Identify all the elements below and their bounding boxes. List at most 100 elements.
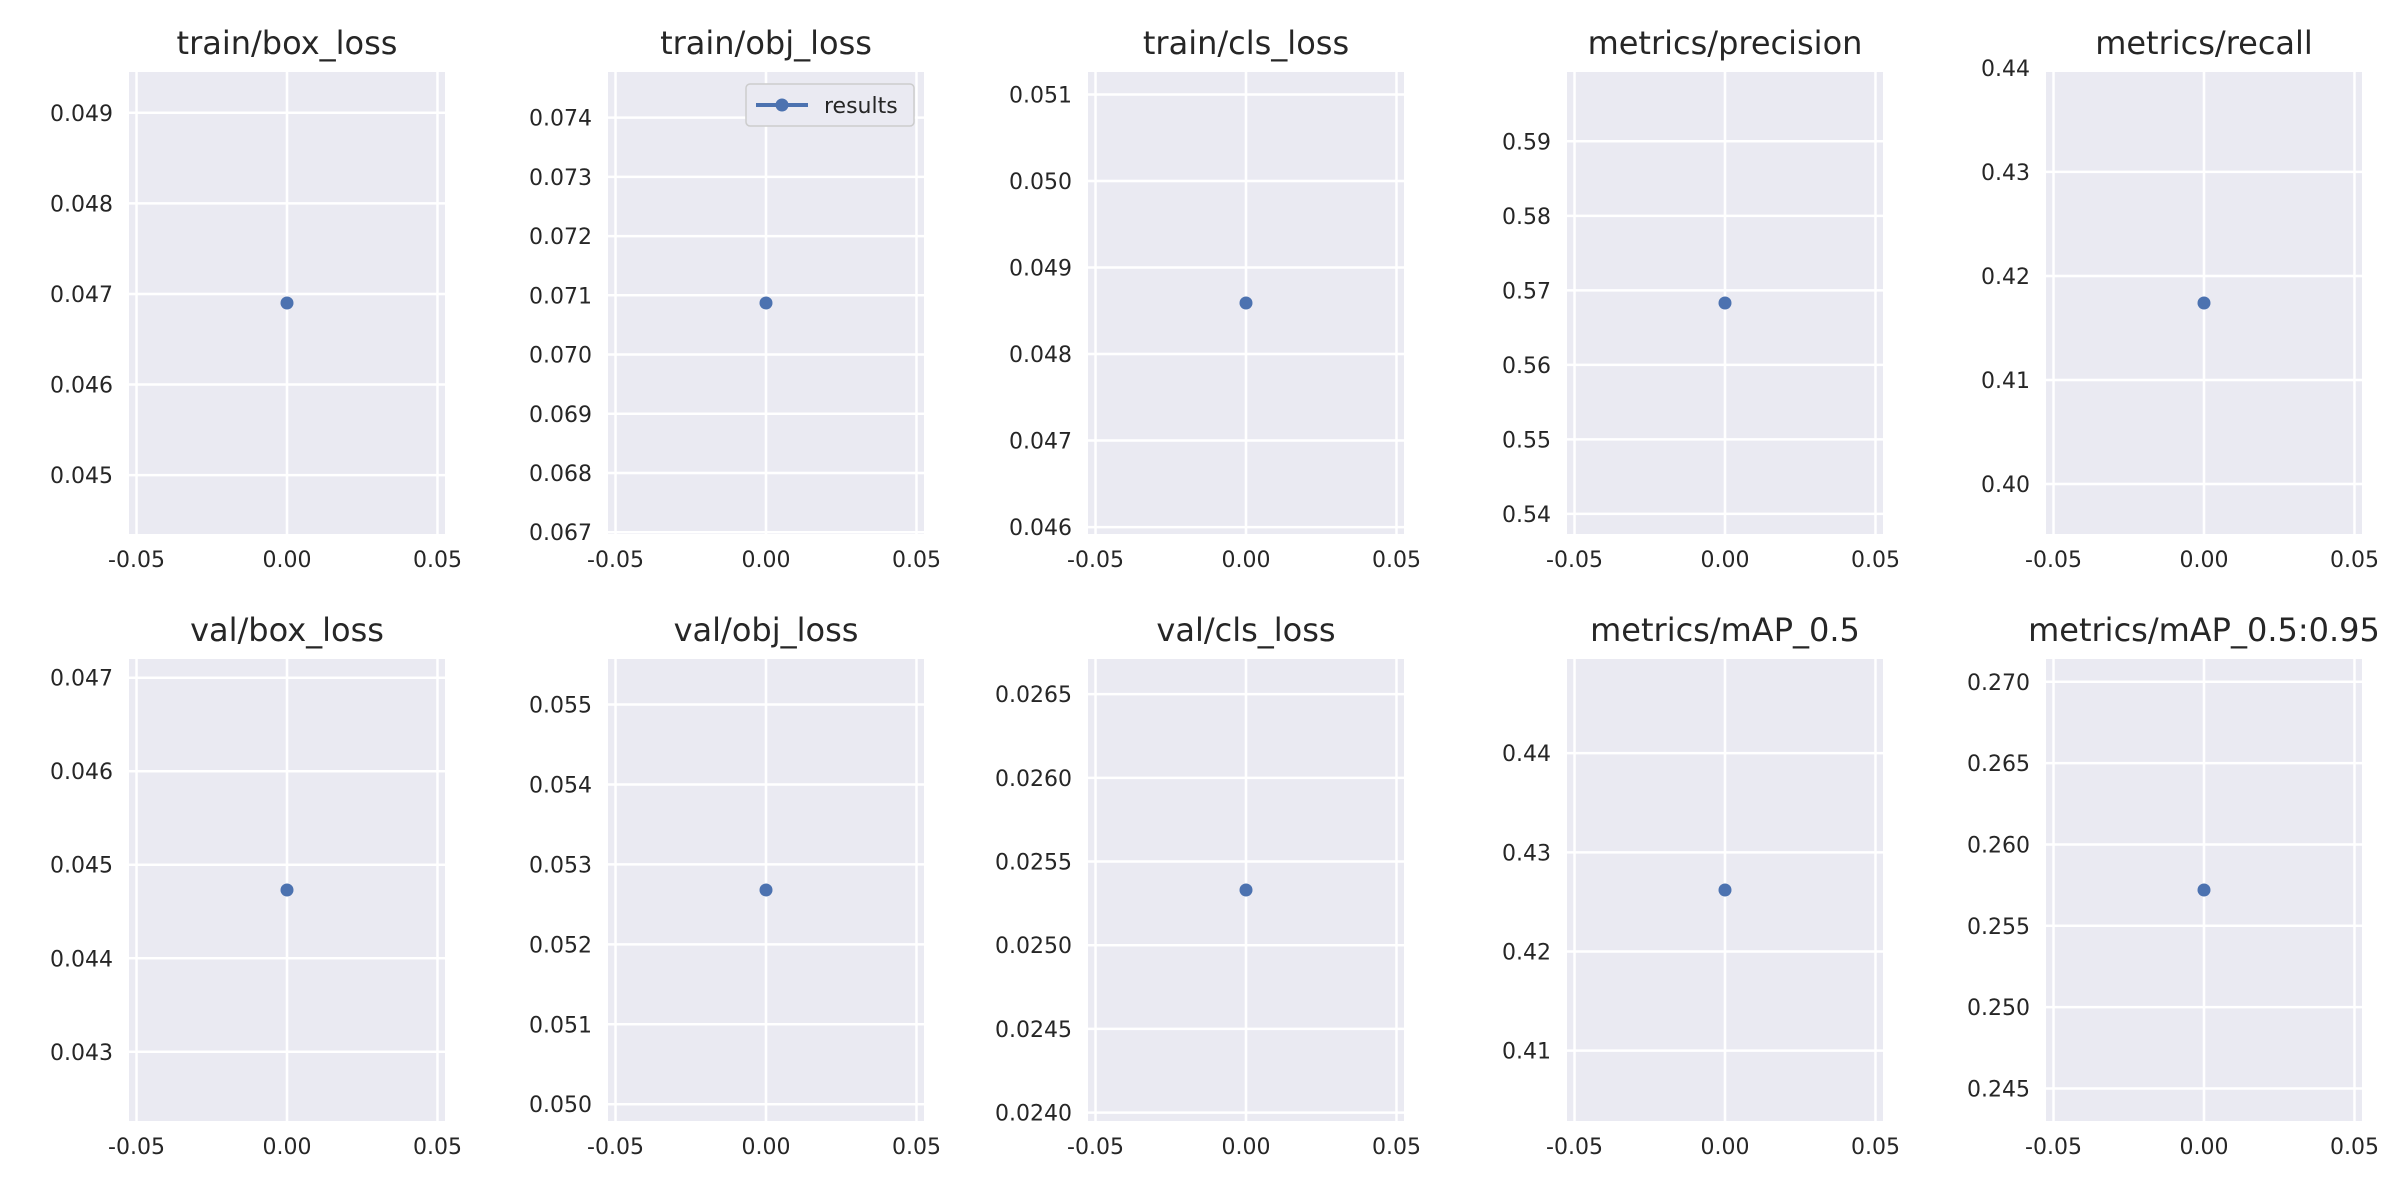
data-point bbox=[759, 883, 773, 897]
y-tick-label: 0.070 bbox=[529, 344, 592, 369]
y-tick-label: 0.56 bbox=[1502, 354, 1551, 379]
x-tick-label: 0.00 bbox=[742, 548, 791, 573]
y-tick-label: 0.54 bbox=[1502, 503, 1551, 528]
x-tick-label: 0.05 bbox=[2330, 548, 2379, 573]
data-point bbox=[280, 296, 294, 310]
y-tick-label: 0.046 bbox=[50, 760, 113, 785]
data-point bbox=[1239, 883, 1253, 897]
y-tick-label: 0.0240 bbox=[995, 1102, 1072, 1127]
subplot-8: -0.05 0.00 0.05 0.0240 0.0245 0.0250 0.0255 0.0… bbox=[995, 611, 1421, 1160]
y-tick-label: 0.050 bbox=[529, 1093, 592, 1118]
y-tick-label: 0.55 bbox=[1502, 428, 1551, 453]
y-tick-label: 0.44 bbox=[1981, 57, 2030, 82]
y-tick-label: 0.255 bbox=[1967, 915, 2030, 940]
y-tick-label: 0.0245 bbox=[995, 1018, 1072, 1043]
subplot-title: train/box_loss bbox=[177, 24, 398, 62]
y-tick-label: 0.41 bbox=[1502, 1040, 1551, 1065]
data-point bbox=[1718, 296, 1732, 310]
y-tick-label: 0.0255 bbox=[995, 851, 1072, 876]
x-tick-label: 0.00 bbox=[2180, 1135, 2229, 1160]
y-tick-label: 0.42 bbox=[1981, 265, 2030, 290]
subplot-title: val/obj_loss bbox=[674, 611, 859, 649]
y-tick-label: 0.074 bbox=[529, 107, 592, 132]
data-point bbox=[280, 883, 294, 897]
y-tick-label: 0.049 bbox=[50, 102, 113, 127]
x-tick-label: 0.00 bbox=[2180, 548, 2229, 573]
y-tick-label: 0.052 bbox=[529, 933, 592, 958]
y-tick-label: 0.250 bbox=[1967, 996, 2030, 1021]
subplot-4: -0.05 0.00 0.05 0.54 0.55 0.56 0.57 0.58 0.59 met… bbox=[1502, 24, 1900, 573]
y-tick-label: 0.044 bbox=[50, 947, 113, 972]
x-tick-label: 0.00 bbox=[1701, 548, 1750, 573]
y-tick-label: 0.43 bbox=[1981, 161, 2030, 186]
y-tick-label: 0.046 bbox=[1009, 516, 1072, 541]
y-tick-label: 0.0250 bbox=[995, 934, 1072, 959]
x-tick-label: 0.05 bbox=[2330, 1135, 2379, 1160]
subplot-title: metrics/precision bbox=[1588, 24, 1863, 62]
y-tick-label: 0.43 bbox=[1502, 841, 1551, 866]
x-tick-label: 0.05 bbox=[892, 548, 941, 573]
x-tick-label: 0.00 bbox=[263, 548, 312, 573]
y-tick-label: 0.44 bbox=[1502, 742, 1551, 767]
x-tick-label: 0.00 bbox=[1701, 1135, 1750, 1160]
subplot-title: val/cls_loss bbox=[1156, 611, 1335, 649]
y-tick-label: 0.245 bbox=[1967, 1077, 2030, 1102]
y-tick-label: 0.045 bbox=[50, 464, 113, 489]
subplot-6: -0.05 0.00 0.05 0.043 0.044 0.045 0.046 0.047 va… bbox=[50, 611, 462, 1160]
data-point bbox=[2197, 296, 2211, 310]
x-tick-label: -0.05 bbox=[108, 548, 165, 573]
legend-marker bbox=[775, 98, 789, 112]
subplot-1: -0.05 0.00 0.05 0.045 0.046 0.047 0.048 0.049 tr… bbox=[50, 24, 462, 573]
y-tick-label: 0.072 bbox=[529, 225, 592, 250]
subplot-title: val/box_loss bbox=[190, 611, 384, 649]
x-tick-label: 0.00 bbox=[1222, 1135, 1271, 1160]
x-tick-label: -0.05 bbox=[587, 548, 644, 573]
y-tick-label: 0.053 bbox=[529, 853, 592, 878]
x-tick-label: 0.00 bbox=[742, 1135, 791, 1160]
x-tick-label: -0.05 bbox=[1546, 548, 1603, 573]
subplot-9: -0.05 0.00 0.05 0.41 0.42 0.43 0.44 metrics/mAP… bbox=[1502, 611, 1900, 1160]
y-tick-label: 0.051 bbox=[1009, 83, 1072, 108]
y-tick-label: 0.043 bbox=[50, 1041, 113, 1066]
y-tick-label: 0.048 bbox=[1009, 343, 1072, 368]
subplot-5: -0.05 0.00 0.05 0.40 0.41 0.42 0.43 0.44 metrics… bbox=[1981, 24, 2379, 573]
y-tick-label: 0.048 bbox=[50, 192, 113, 217]
x-tick-label: -0.05 bbox=[1067, 1135, 1124, 1160]
subplot-title: metrics/mAP_0.5 bbox=[1590, 611, 1860, 649]
y-tick-label: 0.054 bbox=[529, 773, 592, 798]
data-point bbox=[759, 296, 773, 310]
data-point bbox=[1718, 883, 1732, 897]
y-tick-label: 0.0260 bbox=[995, 767, 1072, 792]
y-tick-label: 0.049 bbox=[1009, 257, 1072, 282]
data-point bbox=[2197, 883, 2211, 897]
subplot-2: -0.05 0.00 0.05 0.067 0.068 0.069 0.070 0.071 0.… bbox=[529, 24, 941, 573]
x-tick-label: 0.05 bbox=[413, 548, 462, 573]
subplot-title: metrics/mAP_0.5:0.95 bbox=[2028, 611, 2380, 649]
y-tick-label: 0.068 bbox=[529, 462, 592, 487]
data-point bbox=[1239, 296, 1253, 310]
subplot-title: train/obj_loss bbox=[660, 24, 872, 62]
y-tick-label: 0.41 bbox=[1981, 369, 2030, 394]
y-tick-label: 0.047 bbox=[50, 283, 113, 308]
x-tick-label: 0.00 bbox=[263, 1135, 312, 1160]
y-tick-label: 0.067 bbox=[529, 521, 592, 546]
y-tick-label: 0.42 bbox=[1502, 940, 1551, 965]
y-tick-label: 0.050 bbox=[1009, 170, 1072, 195]
y-tick-label: 0.58 bbox=[1502, 205, 1551, 230]
y-tick-label: 0.260 bbox=[1967, 833, 2030, 858]
y-tick-label: 0.047 bbox=[1009, 430, 1072, 455]
x-tick-label: -0.05 bbox=[587, 1135, 644, 1160]
y-tick-label: 0.57 bbox=[1502, 279, 1551, 304]
x-tick-label: -0.05 bbox=[2025, 1135, 2082, 1160]
y-tick-label: 0.046 bbox=[50, 374, 113, 399]
x-tick-label: 0.05 bbox=[413, 1135, 462, 1160]
y-tick-label: 0.59 bbox=[1502, 130, 1551, 155]
legend-box bbox=[745, 83, 915, 127]
subplot-10: -0.05 0.00 0.05 0.245 0.250 0.255 0.260 0.265 0.… bbox=[1967, 611, 2380, 1160]
x-tick-label: 0.00 bbox=[1222, 548, 1271, 573]
y-tick-label: 0.40 bbox=[1981, 473, 2030, 498]
y-tick-label: 0.265 bbox=[1967, 752, 2030, 777]
x-tick-label: 0.05 bbox=[1851, 548, 1900, 573]
x-tick-label: 0.05 bbox=[1372, 548, 1421, 573]
